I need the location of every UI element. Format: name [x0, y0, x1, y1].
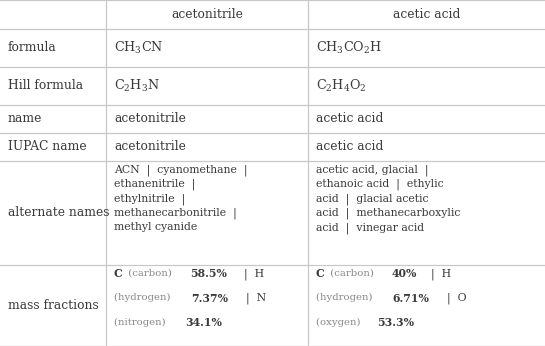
Text: 40%: 40% — [391, 268, 417, 279]
Text: 58.5%: 58.5% — [190, 268, 227, 279]
Text: alternate names: alternate names — [8, 207, 109, 219]
Text: |  H: | H — [424, 268, 451, 280]
Text: (hydrogen): (hydrogen) — [114, 293, 174, 302]
Text: acetic acid: acetic acid — [393, 8, 460, 21]
Text: name: name — [8, 112, 42, 125]
Text: |  O: | O — [440, 293, 467, 304]
Text: 6.71%: 6.71% — [392, 293, 429, 304]
Text: acetic acid: acetic acid — [316, 140, 383, 153]
Text: acetic acid, glacial  |
ethanoic acid  |  ethylic
acid  |  glacial acetic
acid  : acetic acid, glacial | ethanoic acid | e… — [316, 164, 460, 234]
Text: 7.37%: 7.37% — [191, 293, 228, 304]
Text: (nitrogen): (nitrogen) — [114, 318, 169, 327]
Text: |  H: | H — [238, 268, 264, 280]
Text: acetic acid: acetic acid — [316, 112, 383, 125]
Text: C: C — [316, 268, 324, 279]
Text: ACN  |  cyanomethane  |
ethanenitrile  |
ethylnitrile  |
methanecarbonitrile  |
: ACN | cyanomethane | ethanenitrile | eth… — [114, 164, 247, 233]
Text: $\mathregular{CH_{3}CN}$: $\mathregular{CH_{3}CN}$ — [114, 40, 164, 56]
Text: (carbon): (carbon) — [327, 268, 377, 277]
Text: (carbon): (carbon) — [125, 268, 175, 277]
Text: 34.1%: 34.1% — [185, 318, 222, 328]
Text: IUPAC name: IUPAC name — [8, 140, 86, 153]
Text: acetonitrile: acetonitrile — [114, 140, 186, 153]
Text: $\mathregular{C_{2}H_{4}O_{2}}$: $\mathregular{C_{2}H_{4}O_{2}}$ — [316, 78, 366, 94]
Text: (oxygen): (oxygen) — [316, 318, 364, 327]
Text: acetonitrile: acetonitrile — [171, 8, 243, 21]
Text: $\mathregular{C_{2}H_{3}N}$: $\mathregular{C_{2}H_{3}N}$ — [114, 78, 160, 94]
Text: 53.3%: 53.3% — [377, 318, 414, 328]
Text: formula: formula — [8, 41, 56, 54]
Text: (hydrogen): (hydrogen) — [316, 293, 376, 302]
Text: Hill formula: Hill formula — [8, 79, 83, 92]
Text: C: C — [114, 268, 123, 279]
Text: acetonitrile: acetonitrile — [114, 112, 186, 125]
Text: |  N: | N — [239, 293, 266, 304]
Text: $\mathregular{CH_{3}CO_{2}H}$: $\mathregular{CH_{3}CO_{2}H}$ — [316, 40, 381, 56]
Text: mass fractions: mass fractions — [8, 299, 99, 312]
